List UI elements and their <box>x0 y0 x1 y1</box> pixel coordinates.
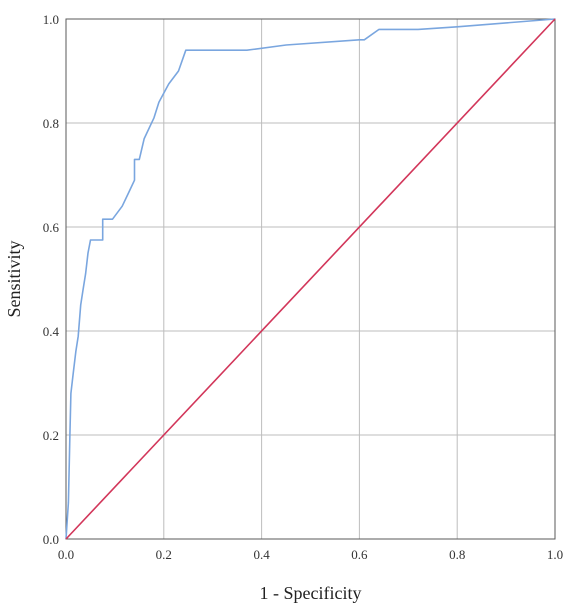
plot-area-border <box>65 18 556 540</box>
y-tick-label: 0.8 <box>43 116 59 131</box>
y-tick-label: 0.4 <box>43 324 60 339</box>
roc-curve-line <box>65 18 556 540</box>
y-axis-title: Sensitivity <box>4 240 24 317</box>
y-tick-label: 1.0 <box>43 12 59 27</box>
y-tick-label: 0.6 <box>43 220 60 235</box>
y-tick-label: 0.0 <box>43 532 59 547</box>
x-tick-label: 0.4 <box>253 547 270 562</box>
x-tick-label: 0.0 <box>58 547 74 562</box>
y-tick-label: 0.2 <box>43 428 59 443</box>
reference-diagonal-line <box>65 18 556 540</box>
x-tick-label: 0.2 <box>156 547 172 562</box>
series-lines <box>65 18 556 540</box>
y-axis-tick-labels: 0.0 0.2 0.4 0.6 0.8 1.0 <box>43 12 60 547</box>
x-tick-label: 0.8 <box>449 547 465 562</box>
x-tick-label: 1.0 <box>547 547 563 562</box>
x-axis-title: 1 - Specificity <box>260 583 362 603</box>
x-tick-label: 0.6 <box>351 547 368 562</box>
x-axis-tick-labels: 0.0 0.2 0.4 0.6 0.8 1.0 <box>58 547 563 562</box>
